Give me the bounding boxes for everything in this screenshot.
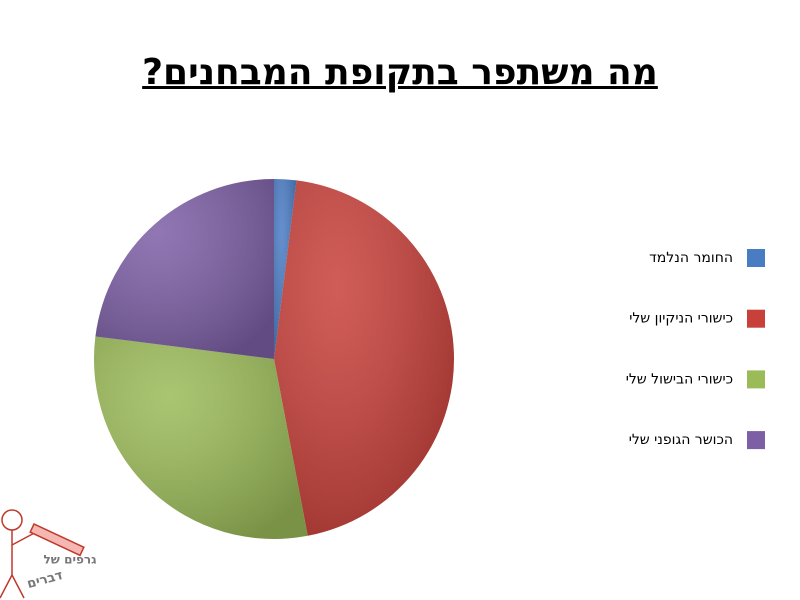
legend-label: החומר הנלמד [649,250,733,266]
pie-slice [274,180,454,536]
chart-title: מה משתפר בתקופת המבחנים? [142,52,658,93]
legend-swatch [747,431,765,450]
logo [0,509,85,599]
legend-swatch [747,249,765,267]
legend-label: כישורי הבישול שלי [626,371,733,387]
legend-label: כישורי הניקיון שלי [629,311,733,327]
legend-swatch [747,309,765,328]
legend-label: הכושר הגופני שלי [629,432,733,448]
logo-text: גרפים של [44,553,98,567]
legend-swatch [747,370,765,389]
pie-slice [95,179,274,359]
logo-text: דברים [26,568,65,592]
